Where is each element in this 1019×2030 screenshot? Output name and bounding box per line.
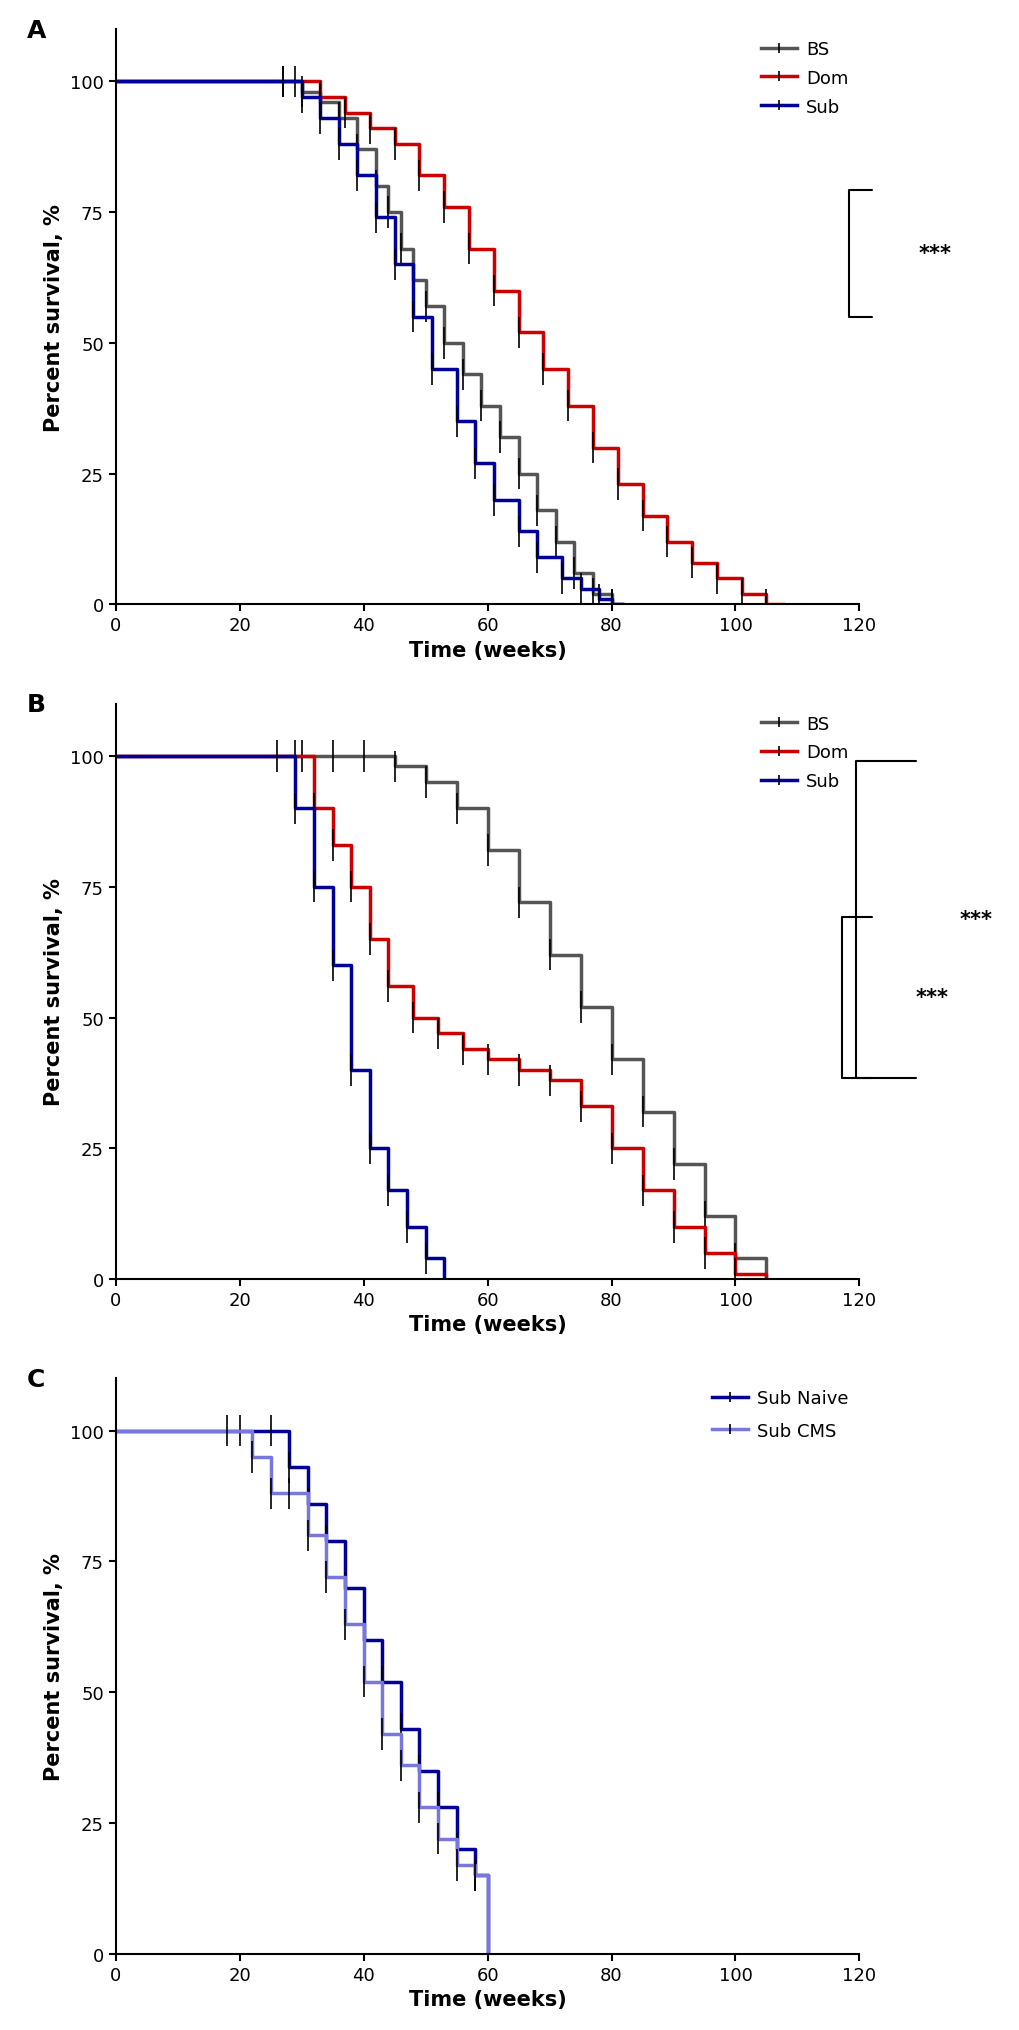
Legend: Sub Naive, Sub CMS: Sub Naive, Sub CMS bbox=[704, 1382, 855, 1447]
Text: ***: *** bbox=[959, 909, 991, 930]
Text: ***: *** bbox=[914, 989, 948, 1007]
Y-axis label: Percent survival, %: Percent survival, % bbox=[45, 879, 64, 1106]
Text: ***: *** bbox=[918, 244, 951, 264]
Legend: BS, Dom, Sub: BS, Dom, Sub bbox=[753, 708, 855, 798]
X-axis label: Time (weeks): Time (weeks) bbox=[409, 641, 566, 660]
Text: A: A bbox=[26, 18, 46, 43]
Text: B: B bbox=[26, 692, 46, 717]
X-axis label: Time (weeks): Time (weeks) bbox=[409, 1989, 566, 2010]
Text: C: C bbox=[26, 1368, 45, 1391]
Legend: BS, Dom, Sub: BS, Dom, Sub bbox=[753, 35, 855, 124]
Y-axis label: Percent survival, %: Percent survival, % bbox=[45, 1553, 64, 1780]
X-axis label: Time (weeks): Time (weeks) bbox=[409, 1315, 566, 1336]
Y-axis label: Percent survival, %: Percent survival, % bbox=[45, 203, 64, 432]
